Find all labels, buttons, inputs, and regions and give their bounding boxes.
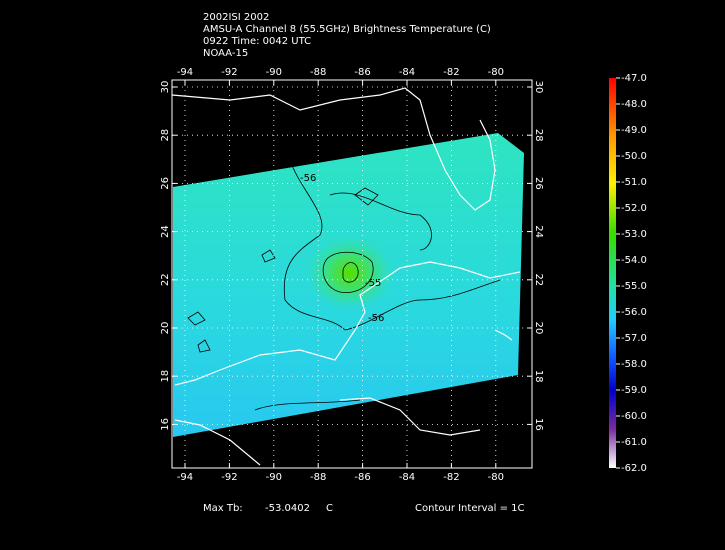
contour (261, 249, 276, 263)
max-tb-label: Max Tb: (203, 503, 243, 514)
lon-tick-label: -82 (443, 67, 459, 78)
colorbar-tick-label: -54.0 (621, 255, 647, 266)
contour (187, 311, 206, 326)
header-line: AMSU-A Channel 8 (55.5GHz) Brightness Te… (203, 24, 491, 35)
lon-tick-label: -88 (310, 67, 326, 78)
header: 2002ISI 2002 AMSU-A Channel 8 (55.5GHz) … (203, 12, 491, 59)
map-frame (171, 79, 533, 469)
contour (322, 251, 374, 293)
contour (254, 399, 361, 411)
contour-label: -56 (300, 173, 316, 184)
contour (342, 262, 359, 283)
header-line: 0922 Time: 0042 UTC (203, 36, 311, 47)
colorbar (609, 78, 616, 468)
contour-interval: Contour Interval = 1C (415, 503, 525, 514)
colorbar-tick-label: -50.0 (621, 151, 647, 162)
contour (197, 339, 211, 353)
lat-tick-label: 24 (533, 225, 544, 238)
colorbar-tick-label: -49.0 (621, 125, 647, 136)
header-line: 2002ISI 2002 (203, 12, 269, 23)
lon-tick-label: -86 (354, 67, 370, 78)
warm-core (305, 235, 395, 311)
contour (329, 192, 432, 251)
lat-tick-label: 16 (533, 418, 544, 431)
colorbar-tick-label: -60.0 (621, 411, 647, 422)
max-tb-value: -53.0402 (265, 503, 310, 514)
lon-tick-label: -80 (488, 472, 504, 483)
lat-tick-label: 26 (533, 177, 544, 190)
lon-tick-label: -80 (488, 67, 504, 78)
lon-tick-label: -86 (354, 472, 370, 483)
max-tb-unit: C (326, 503, 333, 514)
lat-tick-label: 20 (160, 322, 171, 335)
lon-tick-label: -90 (266, 67, 282, 78)
colorbar-tick-label: -58.0 (621, 359, 647, 370)
coastline (172, 87, 496, 211)
contour (354, 187, 379, 206)
colorbar-tick-label: -62.0 (621, 463, 647, 474)
colorbar-tick-label: -47.0 (621, 73, 647, 84)
coastline (339, 397, 481, 436)
lon-tick-label: -84 (399, 472, 415, 483)
colorbar-tick-label: -55.0 (621, 281, 647, 292)
colorbar-tick-label: -61.0 (621, 437, 647, 448)
lat-tick-label: 20 (533, 322, 544, 335)
lat-tick-label: 26 (160, 177, 171, 190)
footer: Max Tb: -53.0402 C Contour Interval = 1C (203, 503, 525, 514)
lat-tick-label: 16 (160, 418, 171, 431)
coastline (494, 329, 513, 341)
colorbar-tick-label: -59.0 (621, 385, 647, 396)
lat-tick-label: 28 (533, 129, 544, 142)
lon-tick-label: -92 (221, 472, 237, 483)
lat-tick-label: 22 (533, 273, 544, 286)
lon-tick-label: -92 (221, 67, 237, 78)
colorbar-tick-label: -48.0 (621, 99, 647, 110)
lon-tick-label: -84 (399, 67, 415, 78)
lon-tick-label: -82 (443, 472, 459, 483)
colorbar-tick-label: -53.0 (621, 229, 647, 240)
contour-labels: -56 -55 -56 (300, 173, 384, 324)
header-line: NOAA-15 (203, 48, 248, 59)
lat-tick-label: 22 (160, 273, 171, 286)
lat-tick-label: 18 (160, 370, 171, 383)
lat-tick-label: 28 (160, 129, 171, 142)
map-area (172, 87, 524, 466)
contour (283, 159, 346, 331)
lat-tick-label: 18 (533, 370, 544, 383)
lon-tick-label: -94 (177, 472, 193, 483)
colorbar-tick-label: -51.0 (621, 177, 647, 188)
contour-label: -56 (368, 313, 384, 324)
contour (344, 279, 501, 331)
lat-tick-label: 30 (533, 81, 544, 94)
lon-tick-label: -90 (266, 472, 282, 483)
colorbar-tick-label: -52.0 (621, 203, 647, 214)
lon-tick-label: -94 (177, 67, 193, 78)
coastline (354, 261, 521, 331)
colorbar-tick-label: -57.0 (621, 333, 647, 344)
colorbar-tick-label: -56.0 (621, 307, 647, 318)
lat-tick-label: 30 (160, 81, 171, 94)
lon-tick-label: -88 (310, 472, 326, 483)
contour-label: -55 (365, 278, 381, 289)
coastline (174, 419, 261, 466)
lat-tick-label: 24 (160, 225, 171, 238)
coastline (174, 329, 356, 386)
